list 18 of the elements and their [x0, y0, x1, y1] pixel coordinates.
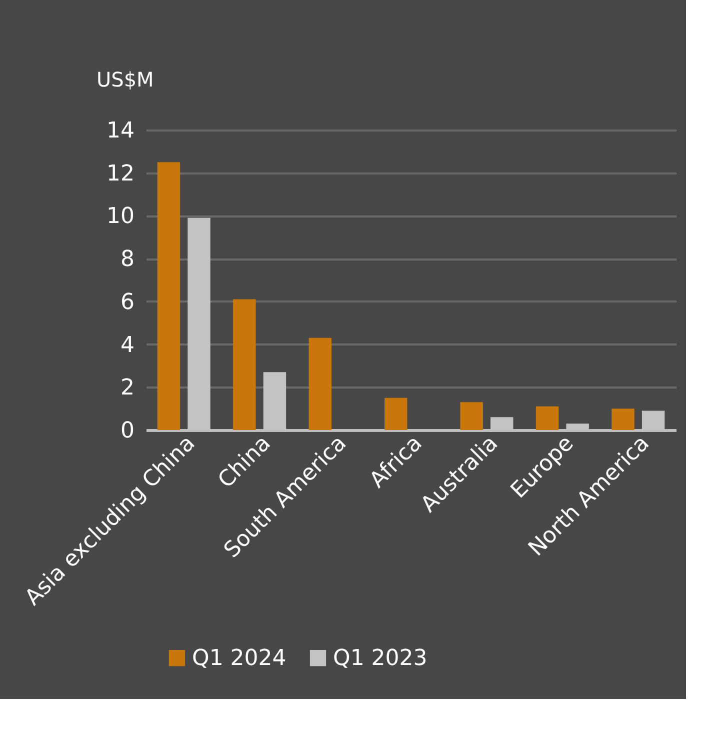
y-tick-label: 6: [120, 290, 134, 315]
bar: [157, 162, 180, 430]
y-tick-label: 14: [106, 118, 134, 144]
legend-label: Q1 2024: [192, 646, 286, 671]
bar: [536, 406, 559, 430]
y-tick-label: 4: [120, 332, 134, 358]
bar: [233, 299, 256, 430]
legend-label: Q1 2023: [333, 646, 428, 671]
bar: [308, 338, 332, 430]
y-tick-label: 12: [106, 161, 134, 186]
y-axis-title: US$M: [96, 68, 154, 92]
bar: [460, 402, 483, 430]
bar: [612, 408, 634, 430]
y-tick-label: 2: [120, 376, 134, 401]
bar: [384, 398, 408, 430]
y-tick-label: 10: [106, 204, 134, 230]
y-tick-label: 8: [120, 247, 134, 272]
y-tick-label: 0: [120, 418, 134, 444]
